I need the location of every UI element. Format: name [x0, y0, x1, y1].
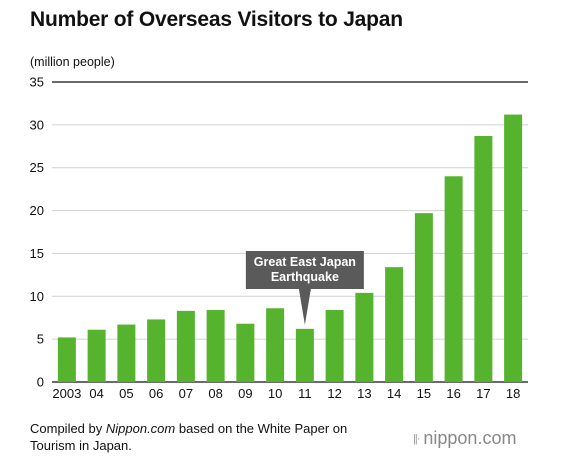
bar	[414, 213, 433, 382]
y-tick-label: 25	[30, 160, 44, 175]
x-tick-label: 06	[149, 386, 163, 401]
y-tick-label: 5	[37, 332, 44, 347]
bar	[325, 310, 344, 382]
bar	[206, 310, 225, 382]
caption-source: Nippon.com	[105, 421, 176, 436]
bar	[474, 136, 493, 382]
logo-mark-icon: ||·	[413, 432, 420, 445]
x-tick-label: 14	[387, 386, 401, 401]
x-tick-label: 10	[268, 386, 282, 401]
x-tick-label: 12	[327, 386, 341, 401]
bar	[266, 308, 285, 382]
x-tick-label: 05	[119, 386, 133, 401]
y-tick-label: 35	[30, 75, 44, 90]
y-tick-label: 15	[30, 246, 44, 261]
bar	[504, 114, 523, 383]
y-axis-ticks: 0 5 10 15 20 25 30 35	[30, 75, 44, 390]
y-tick-label: 10	[30, 289, 44, 304]
x-tick-label: 11	[298, 386, 312, 401]
callout-text: Earthquake	[271, 270, 339, 284]
y-axis-unit-label: (million people)	[30, 55, 115, 69]
x-tick-label: 08	[208, 386, 222, 401]
x-tick-label: 04	[89, 386, 103, 401]
y-tick-label: 30	[30, 117, 44, 132]
y-tick-label: 20	[30, 203, 44, 218]
bar	[295, 328, 314, 382]
bar	[385, 267, 404, 382]
x-tick-label: 2003	[52, 386, 81, 401]
x-axis-ticks: 2003 04 05 06 07 08 09 10 11 12 13 14 15 16 17 18	[52, 386, 520, 401]
bar	[117, 324, 136, 382]
bars	[57, 114, 523, 383]
y-tick-label: 0	[37, 375, 44, 390]
caption-suffix: based on the White Paper on	[175, 421, 348, 436]
bar	[147, 319, 166, 382]
bar	[236, 323, 255, 382]
bar	[57, 337, 76, 382]
chart-title: Number of Overseas Visitors to Japan	[30, 8, 403, 31]
source-caption: Compiled by Nippon.com based on the Whit…	[30, 420, 347, 454]
callout-box	[245, 251, 364, 325]
logo-text: nippon.com	[423, 428, 517, 448]
callout-text: Great East Japan	[254, 255, 356, 269]
x-tick-label: 18	[506, 386, 520, 401]
x-tick-label: 15	[417, 386, 431, 401]
caption-prefix: Compiled by	[30, 421, 106, 436]
x-tick-label: 17	[476, 386, 490, 401]
bar	[87, 329, 106, 382]
x-tick-label: 13	[357, 386, 371, 401]
x-tick-label: 16	[446, 386, 460, 401]
x-tick-label: 07	[179, 386, 193, 401]
caption-line2: Tourism in Japan.	[30, 438, 132, 453]
bar	[355, 292, 374, 382]
nippon-logo: ||· nippon.com	[413, 428, 516, 449]
bar	[176, 310, 195, 382]
x-tick-label: 09	[238, 386, 252, 401]
bar	[444, 176, 463, 382]
